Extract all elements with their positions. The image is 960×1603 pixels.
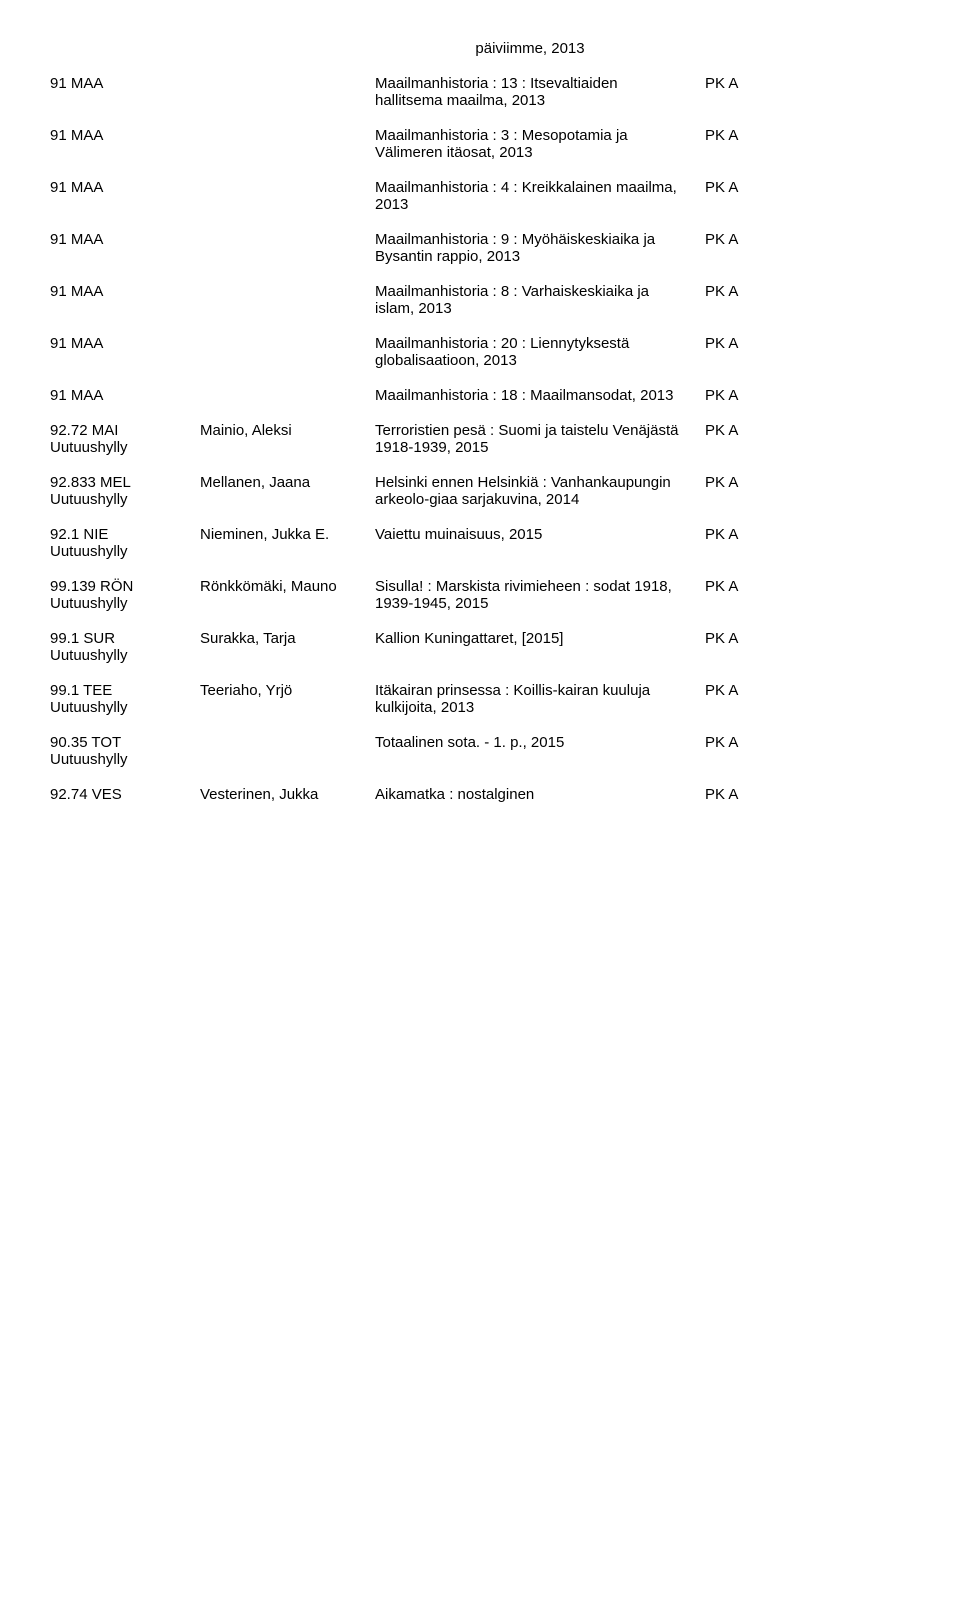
classification-code: 92.1 NIEUutuushylly [50, 526, 200, 560]
catalog-row: 92.833 MELUutuushyllyMellanen, JaanaHels… [50, 474, 910, 508]
author-name: Mainio, Aleksi [200, 422, 375, 439]
code-text: 91 MAA [50, 387, 103, 404]
code-text: 90.35 TOT [50, 734, 121, 751]
catalog-row: 92.1 NIEUutuushyllyNieminen, Jukka E.Vai… [50, 526, 910, 560]
shelf-label: Uutuushylly [50, 699, 200, 716]
catalog-row: 91 MAA Maailmanhistoria : 20 : Liennytyks… [50, 335, 910, 369]
code-text: 99.139 RÖN [50, 578, 133, 595]
category-tag: PK A [705, 75, 765, 92]
classification-code: 91 MAA [50, 75, 200, 92]
author-name: Vesterinen, Jukka [200, 786, 375, 803]
author-name: Rönkkömäki, Mauno [200, 578, 375, 595]
title-description: Vaiettu muinaisuus, 2015 [375, 526, 705, 543]
title-description: Maailmanhistoria : 3 : Mesopotamia ja Vä… [375, 127, 705, 161]
shelf-label: Uutuushylly [50, 491, 200, 508]
catalog-row: 91 MAA Maailmanhistoria : 9 : Myöhäiskesk… [50, 231, 910, 265]
shelf-label: Uutuushylly [50, 647, 200, 664]
author-name: Surakka, Tarja [200, 630, 375, 647]
category-tag: PK A [705, 127, 765, 144]
catalog-row: 90.35 TOTUutuushylly Totaalinen sota. - 1… [50, 734, 910, 768]
classification-code: 91 MAA [50, 127, 200, 144]
code-text: 91 MAA [50, 179, 103, 196]
catalog-row: 92.72 MAIUutuushyllyMainio, AleksiTerror… [50, 422, 910, 456]
code-text: 92.74 VES [50, 786, 122, 803]
code-text: 91 MAA [50, 127, 103, 144]
shelf-label: Uutuushylly [50, 595, 200, 612]
title-description: Maailmanhistoria : 13 : Itsevaltiaiden h… [375, 75, 705, 109]
title-description: Totaalinen sota. - 1. p., 2015 [375, 734, 705, 751]
category-tag: PK A [705, 526, 765, 543]
title-description: Maailmanhistoria : 4 : Kreikkalainen maa… [375, 179, 705, 213]
catalog-row: 91 MAA Maailmanhistoria : 3 : Mesopotamia… [50, 127, 910, 161]
code-text: 99.1 TEE [50, 682, 112, 699]
title-description: Maailmanhistoria : 8 : Varhaiskeskiaika … [375, 283, 705, 317]
classification-code: 99.1 SURUutuushylly [50, 630, 200, 664]
category-tag: PK A [705, 578, 765, 595]
catalog-list: 91 MAA Maailmanhistoria : 13 : Itsevaltia… [50, 75, 910, 803]
code-text: 91 MAA [50, 335, 103, 352]
category-tag: PK A [705, 179, 765, 196]
title-description: Aikamatka : nostalginen [375, 786, 705, 803]
code-text: 99.1 SUR [50, 630, 115, 647]
title-description: Maailmanhistoria : 9 : Myöhäiskeskiaika … [375, 231, 705, 265]
category-tag: PK A [705, 335, 765, 352]
title-description: Maailmanhistoria : 18 : Maailmansodat, 2… [375, 387, 705, 404]
shelf-label: Uutuushylly [50, 543, 200, 560]
classification-code: 90.35 TOTUutuushylly [50, 734, 200, 768]
code-text: 92.1 NIE [50, 526, 108, 543]
title-description: Kallion Kuningattaret, [2015] [375, 630, 705, 647]
category-tag: PK A [705, 630, 765, 647]
classification-code: 91 MAA [50, 335, 200, 352]
classification-code: 92.833 MELUutuushylly [50, 474, 200, 508]
title-description: Sisulla! : Marskista rivimieheen : sodat… [375, 578, 705, 612]
classification-code: 91 MAA [50, 179, 200, 196]
category-tag: PK A [705, 231, 765, 248]
classification-code: 99.139 RÖNUutuushylly [50, 578, 200, 612]
category-tag: PK A [705, 283, 765, 300]
catalog-row: 91 MAA Maailmanhistoria : 8 : Varhaiskesk… [50, 283, 910, 317]
catalog-row: 92.74 VES Vesterinen, JukkaAikamatka : no… [50, 786, 910, 803]
category-tag: PK A [705, 734, 765, 751]
title-description: Itäkairan prinsessa : Koillis-kairan kuu… [375, 682, 705, 716]
classification-code: 91 MAA [50, 387, 200, 404]
classification-code: 92.74 VES [50, 786, 200, 803]
classification-code: 91 MAA [50, 231, 200, 248]
classification-code: 92.72 MAIUutuushylly [50, 422, 200, 456]
title-description: Maailmanhistoria : 20 : Liennytyksestä g… [375, 335, 705, 369]
classification-code: 91 MAA [50, 283, 200, 300]
category-tag: PK A [705, 387, 765, 404]
page-header: päiviimme, 2013 [375, 40, 685, 57]
catalog-row: 91 MAA Maailmanhistoria : 18 : Maailmanso… [50, 387, 910, 404]
author-name: Teeriaho, Yrjö [200, 682, 375, 699]
catalog-row: 99.1 SURUutuushyllySurakka, TarjaKallion… [50, 630, 910, 664]
category-tag: PK A [705, 422, 765, 439]
catalog-row: 99.1 TEEUutuushyllyTeeriaho, YrjöItäkair… [50, 682, 910, 716]
code-text: 91 MAA [50, 231, 103, 248]
catalog-row: 91 MAA Maailmanhistoria : 4 : Kreikkalain… [50, 179, 910, 213]
classification-code: 99.1 TEEUutuushylly [50, 682, 200, 716]
title-description: Helsinki ennen Helsinkiä : Vanhankaupung… [375, 474, 705, 508]
code-text: 92.833 MEL [50, 474, 131, 491]
code-text: 91 MAA [50, 75, 103, 92]
category-tag: PK A [705, 682, 765, 699]
shelf-label: Uutuushylly [50, 439, 200, 456]
category-tag: PK A [705, 786, 765, 803]
catalog-row: 99.139 RÖNUutuushyllyRönkkömäki, MaunoSi… [50, 578, 910, 612]
code-text: 91 MAA [50, 283, 103, 300]
catalog-row: 91 MAA Maailmanhistoria : 13 : Itsevaltia… [50, 75, 910, 109]
category-tag: PK A [705, 474, 765, 491]
author-name: Mellanen, Jaana [200, 474, 375, 491]
author-name: Nieminen, Jukka E. [200, 526, 375, 543]
code-text: 92.72 MAI [50, 422, 118, 439]
title-description: Terroristien pesä : Suomi ja taistelu Ve… [375, 422, 705, 456]
shelf-label: Uutuushylly [50, 751, 200, 768]
